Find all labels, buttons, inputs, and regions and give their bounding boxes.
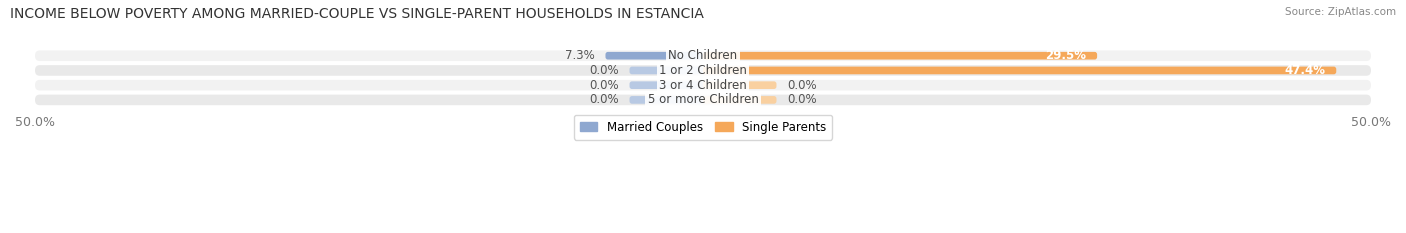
Text: 0.0%: 0.0% [787,79,817,92]
FancyBboxPatch shape [35,80,1371,90]
Text: INCOME BELOW POVERTY AMONG MARRIED-COUPLE VS SINGLE-PARENT HOUSEHOLDS IN ESTANCI: INCOME BELOW POVERTY AMONG MARRIED-COUPL… [10,7,704,21]
Text: 5 or more Children: 5 or more Children [648,93,758,106]
FancyBboxPatch shape [630,96,703,104]
FancyBboxPatch shape [630,67,703,74]
Text: 47.4%: 47.4% [1285,64,1326,77]
Legend: Married Couples, Single Parents: Married Couples, Single Parents [574,115,832,140]
Text: 1 or 2 Children: 1 or 2 Children [659,64,747,77]
FancyBboxPatch shape [703,52,1097,60]
FancyBboxPatch shape [630,81,703,89]
FancyBboxPatch shape [703,96,776,104]
FancyBboxPatch shape [703,81,776,89]
Text: 0.0%: 0.0% [589,64,619,77]
FancyBboxPatch shape [606,52,703,60]
Text: 0.0%: 0.0% [787,93,817,106]
FancyBboxPatch shape [35,50,1371,61]
FancyBboxPatch shape [35,95,1371,105]
FancyBboxPatch shape [35,65,1371,76]
FancyBboxPatch shape [703,67,1336,74]
Text: 3 or 4 Children: 3 or 4 Children [659,79,747,92]
Text: 29.5%: 29.5% [1046,49,1087,62]
Text: 0.0%: 0.0% [589,93,619,106]
Text: Source: ZipAtlas.com: Source: ZipAtlas.com [1285,7,1396,17]
Text: 7.3%: 7.3% [565,49,595,62]
Text: 0.0%: 0.0% [589,79,619,92]
Text: No Children: No Children [668,49,738,62]
